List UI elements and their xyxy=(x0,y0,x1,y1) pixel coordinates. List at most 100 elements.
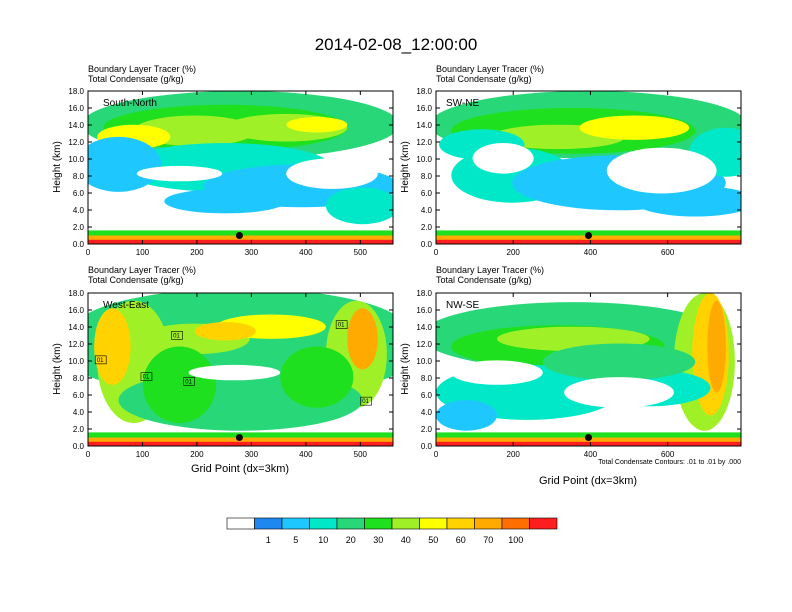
y-tick-label: 2.0 xyxy=(421,425,433,434)
plot-frame xyxy=(87,90,394,245)
contour-label: 01 xyxy=(185,379,192,385)
y-tick-label: 4.0 xyxy=(73,206,85,215)
y-tick-label: 18.0 xyxy=(416,87,432,96)
x-axis-label: Grid Point (dx=3km) xyxy=(191,463,289,475)
colorbar-label: 10 xyxy=(318,535,328,545)
y-tick-label: 4.0 xyxy=(421,408,433,417)
contour-label: 01 xyxy=(362,399,369,405)
section-label: NW-SE xyxy=(446,300,479,311)
y-tick-label: 4.0 xyxy=(421,206,433,215)
plot-frame xyxy=(87,292,394,447)
panel-subtitle-line-1: Boundary Layer Tracer (%) xyxy=(436,265,544,275)
colorbar-swatch xyxy=(474,517,503,530)
contour-label-box xyxy=(360,396,372,406)
y-tick-label: 0.0 xyxy=(421,240,433,249)
field-region xyxy=(94,308,131,385)
colorbar-swatch xyxy=(419,517,448,530)
y-tick-label: 8.0 xyxy=(73,172,85,181)
panel-subtitle-line-2: Total Condensate (g/kg) xyxy=(88,275,184,285)
colorbar-swatch xyxy=(254,517,283,530)
field-region xyxy=(280,346,354,408)
panel-south-north: Boundary Layer Tracer (%) Total Condensa… xyxy=(52,64,394,257)
colorbar-swatch xyxy=(364,517,393,530)
y-tick-label: 14.0 xyxy=(416,323,432,332)
panel-subtitle-line-1: Boundary Layer Tracer (%) xyxy=(88,64,196,74)
axes-sw-ne: 0.0 2.0 4.0 6.0 8.0 10.0 12.0 14.0 16.0 18.0 0 200 4… xyxy=(416,87,741,257)
field-region xyxy=(634,185,741,217)
clear-region xyxy=(136,165,223,182)
panel-subtitle-line-1: Boundary Layer Tracer (%) xyxy=(88,265,196,275)
axes-nw-se: 0.0 2.0 4.0 6.0 8.0 10.0 12.0 14.0 16.0 18.0 0 200 4… xyxy=(416,289,741,459)
y-tick-label: 2.0 xyxy=(73,223,85,232)
colorbar-label: 70 xyxy=(483,535,493,545)
clear-region xyxy=(286,158,378,189)
y-tick-label: 16.0 xyxy=(416,306,432,315)
contour-label-box xyxy=(140,372,153,381)
x-tick-label: 200 xyxy=(507,450,521,459)
y-tick-label: 10.0 xyxy=(416,155,432,164)
colorbar-label: 30 xyxy=(373,535,383,545)
clear-region xyxy=(451,360,543,385)
field-region xyxy=(436,400,497,431)
colorbar-swatch xyxy=(281,517,310,530)
y-tick-label: 6.0 xyxy=(73,391,85,400)
field-region xyxy=(286,117,348,133)
y-tick-label: 18.0 xyxy=(68,289,84,298)
y-tick-label: 8.0 xyxy=(421,374,433,383)
panel-subtitle-line-1: Boundary Layer Tracer (%) xyxy=(436,64,544,74)
field-region xyxy=(347,308,378,370)
colorbar: 1 5 10 20 30 40 50 60 70 100 xyxy=(226,517,558,545)
colorbar-swatch xyxy=(336,517,365,530)
x-tick-label: 400 xyxy=(299,248,313,257)
boundary-layer-band xyxy=(436,235,741,244)
field-region xyxy=(88,136,162,192)
figure-title: 2014-02-08_12:00:00 xyxy=(315,35,478,54)
x-tick-label: 400 xyxy=(299,450,313,459)
boundary-layer-band xyxy=(436,239,741,244)
y-axis-label: Height (km) xyxy=(400,141,411,193)
y-tick-label: 0.0 xyxy=(73,240,85,249)
boundary-layer-band xyxy=(88,437,393,446)
clear-region xyxy=(564,377,674,408)
y-tick-label: 16.0 xyxy=(416,104,432,113)
location-marker xyxy=(235,434,243,441)
contour-label-box xyxy=(335,320,348,329)
boundary-layer-band xyxy=(88,235,393,244)
plot-frame xyxy=(435,90,742,245)
y-tick-label: 14.0 xyxy=(416,121,432,130)
y-tick-label: 10.0 xyxy=(68,357,84,366)
y-tick-label: 6.0 xyxy=(73,189,85,198)
colorbar-label: 50 xyxy=(428,535,438,545)
y-tick-label: 16.0 xyxy=(68,306,84,315)
y-tick-label: 12.0 xyxy=(416,340,432,349)
panel-nw-se: Boundary Layer Tracer (%) Total Condensa… xyxy=(400,265,742,487)
x-tick-label: 200 xyxy=(507,248,521,257)
colorbar-swatch xyxy=(226,517,255,530)
x-tick-label: 200 xyxy=(190,450,204,459)
colorbar-swatch xyxy=(446,517,475,530)
y-axis-label: Height (km) xyxy=(52,343,63,395)
boundary-layer-band xyxy=(88,239,393,244)
colorbar-label: 100 xyxy=(508,535,523,545)
y-tick-label: 0.0 xyxy=(73,442,85,451)
y-tick-label: 14.0 xyxy=(68,121,84,130)
field-region xyxy=(164,189,287,214)
y-tick-label: 16.0 xyxy=(68,104,84,113)
colorbar-label: 60 xyxy=(456,535,466,545)
plot-frame xyxy=(435,292,742,447)
y-tick-label: 12.0 xyxy=(68,138,84,147)
x-tick-label: 400 xyxy=(584,248,598,257)
colorbar-swatch xyxy=(309,517,338,530)
y-tick-label: 2.0 xyxy=(421,223,433,232)
section-label: West-East xyxy=(103,300,149,311)
location-marker xyxy=(585,434,592,441)
x-tick-label: 0 xyxy=(86,450,91,459)
contour-label: 01 xyxy=(173,333,180,339)
y-tick-label: 6.0 xyxy=(421,391,433,400)
y-tick-label: 8.0 xyxy=(421,172,433,181)
axes-west-east: 0.0 2.0 4.0 6.0 8.0 10.0 12.0 14.0 16.0 18.0 0 100 2… xyxy=(68,289,393,459)
y-tick-label: 10.0 xyxy=(68,155,84,164)
panel-sw-ne: Boundary Layer Tracer (%) Total Condensa… xyxy=(400,64,742,257)
panel-subtitle-line-2: Total Condensate (g/kg) xyxy=(436,74,532,84)
colorbar-swatch xyxy=(501,517,530,530)
